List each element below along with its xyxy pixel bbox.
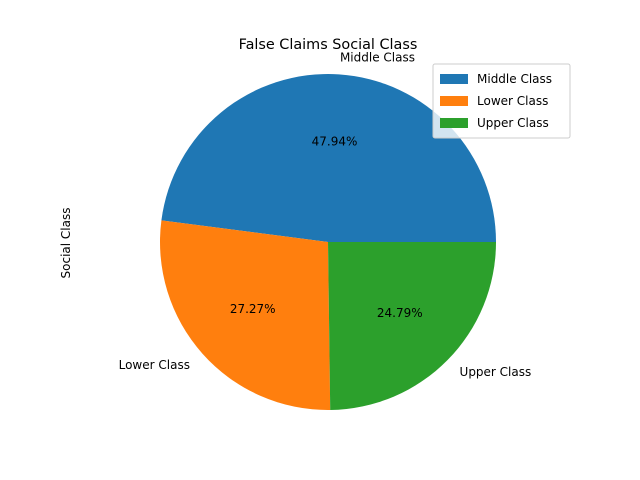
percent-label-middle-class: 47.94% [312, 134, 358, 148]
slice-category-labels: Middle Class Lower Class Upper Class [119, 51, 532, 379]
chart-title: False Claims Social Class [239, 37, 418, 53]
y-axis-label: Social Class [59, 208, 73, 279]
legend: Middle Class Lower Class Upper Class [432, 63, 571, 139]
legend-label-lower-class: Lower Class [477, 94, 548, 108]
legend-label-middle-class: Middle Class [477, 72, 552, 86]
slice-percent-labels: 47.94% 27.27% 24.79% [230, 134, 423, 319]
legend-label-upper-class: Upper Class [477, 116, 549, 130]
legend-swatch-middle-class [440, 74, 468, 84]
slice-lower-class [160, 220, 331, 410]
pie-slices [160, 74, 497, 410]
percent-label-upper-class: 24.79% [377, 306, 423, 320]
percent-label-lower-class: 27.27% [230, 302, 276, 316]
slice-upper-class [328, 242, 496, 410]
category-label-middle-class: Middle Class [340, 51, 415, 65]
slice-middle-class [161, 74, 497, 243]
legend-swatch-upper-class [440, 118, 468, 128]
category-label-upper-class: Upper Class [460, 365, 532, 379]
legend-swatch-lower-class [440, 96, 468, 106]
category-label-lower-class: Lower Class [119, 358, 190, 372]
